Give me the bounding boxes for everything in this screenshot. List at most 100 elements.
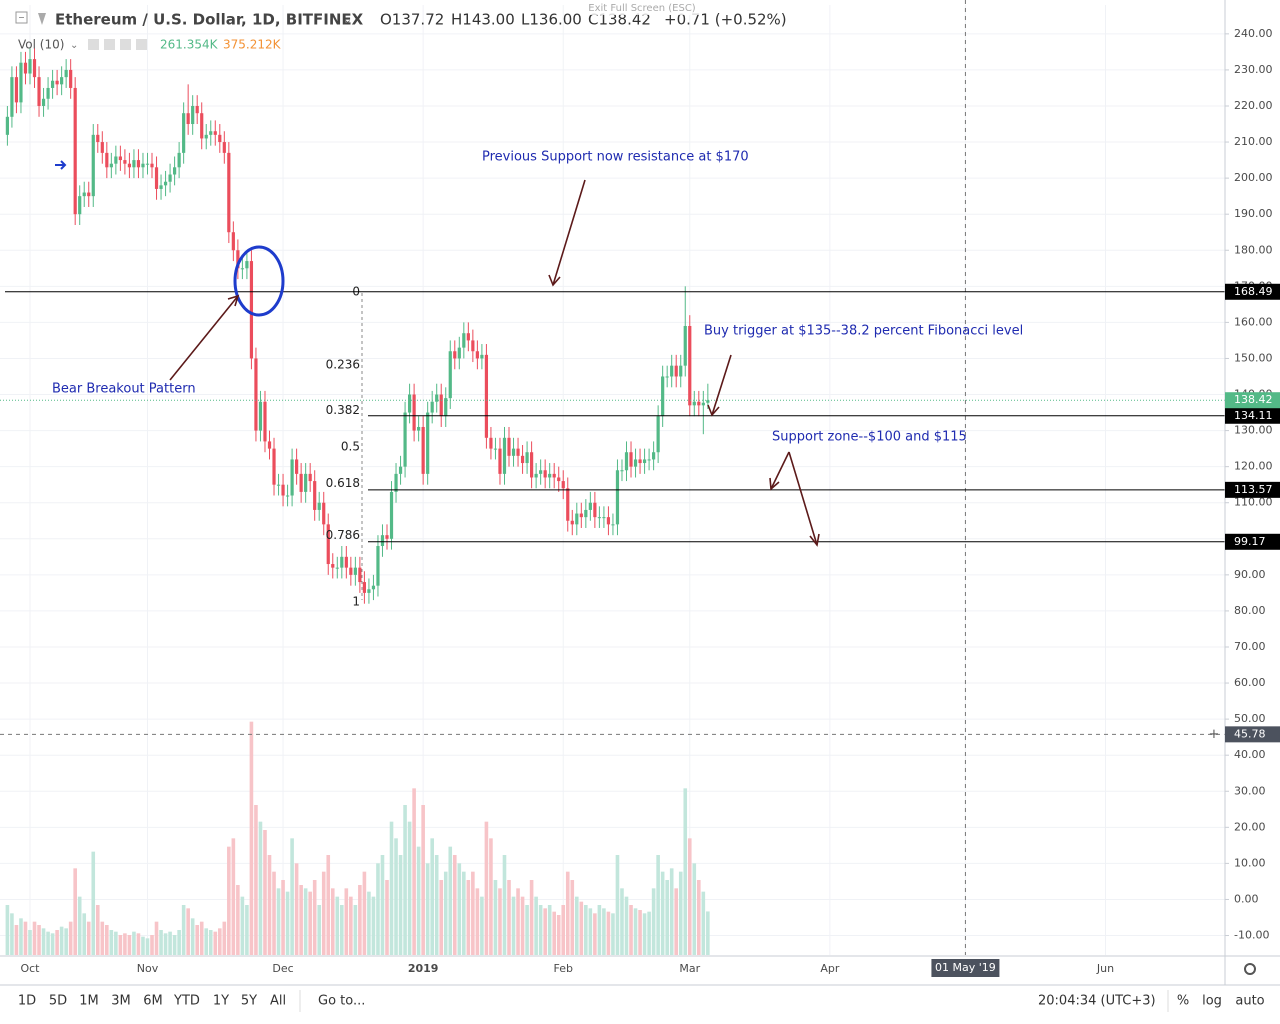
y-tick-label: 210.00 (1234, 135, 1273, 148)
volume-bar (118, 935, 123, 955)
volume-bar (64, 928, 68, 955)
range-button[interactable]: 5Y (241, 994, 257, 1009)
fib-level-label: 0.786 (326, 528, 360, 542)
x-tick-label: Oct (20, 962, 40, 975)
candle-body (367, 589, 371, 593)
volume-bar (620, 888, 624, 955)
range-button[interactable]: 3M (111, 994, 131, 1009)
candle-body (195, 105, 199, 114)
volume-bar (565, 871, 570, 955)
exit-fullscreen-button[interactable] (582, 1, 702, 15)
volume-bar (638, 910, 642, 955)
dropdown-caret[interactable]: ⌄ (343, 13, 352, 26)
annotation: Previous Support now resistance at $170 (482, 150, 749, 165)
candle-body (245, 261, 249, 269)
candle-body (407, 394, 412, 413)
volume-bar (462, 871, 466, 955)
eye-icon[interactable] (88, 39, 99, 50)
symbol-title[interactable]: Ethereum / U.S. Dollar, 1D, BITFINEX (55, 11, 364, 29)
volume-bar (434, 855, 439, 955)
range-button[interactable]: YTD (173, 994, 200, 1009)
collapse-icon[interactable] (15, 11, 28, 24)
candle-body (371, 585, 376, 590)
more-icon[interactable] (120, 39, 131, 50)
x-tick-label: Feb (553, 962, 572, 975)
candle-body (516, 448, 520, 456)
candle-body (353, 567, 357, 575)
candle-body (177, 152, 181, 168)
y-tick-label: 180.00 (1234, 243, 1273, 256)
candle-body (471, 340, 475, 352)
candle-body (276, 484, 281, 486)
volume-bar (674, 888, 679, 955)
range-button[interactable]: 1D (18, 994, 36, 1009)
caret[interactable]: ⌄ (70, 40, 78, 51)
log-toggle[interactable]: log (1202, 994, 1222, 1009)
volume-bar (511, 896, 516, 955)
range-button[interactable]: All (270, 994, 286, 1009)
remove-icon[interactable] (136, 39, 147, 50)
volume-bar (529, 880, 534, 955)
volume-bar (371, 896, 376, 955)
candle-body (37, 77, 41, 106)
candle-body (267, 441, 272, 449)
candle-body (417, 426, 421, 431)
candle-body (358, 567, 362, 583)
y-tick-label: 20.00 (1234, 820, 1266, 833)
volume-bar (312, 880, 317, 955)
volume-bar (602, 908, 606, 955)
volume-bar (376, 863, 380, 955)
settings-gear[interactable] (1244, 963, 1256, 975)
range-button[interactable]: 6M (143, 994, 163, 1009)
settings-icon[interactable] (104, 39, 115, 50)
volume-bar (150, 935, 154, 955)
crosshair-date-label: 01 May '19 (935, 961, 996, 974)
arrow (788, 451, 818, 546)
candle-body (127, 163, 132, 168)
volume-bar (597, 905, 602, 955)
candle-body (453, 351, 457, 359)
range-button[interactable]: 1M (79, 994, 99, 1009)
candle-body (5, 116, 9, 135)
range-button[interactable]: 1Y (213, 994, 229, 1009)
volume-bar (303, 888, 308, 955)
exit-fullscreen-label[interactable]: Exit Full Screen (ESC) (588, 3, 696, 14)
volume-value: 261.354K (160, 38, 219, 52)
goto-button[interactable]: Go to... (318, 994, 365, 1009)
ohlc-high: H143.00 (451, 11, 515, 29)
fib-level-label: 0.236 (326, 357, 360, 371)
volume-bar (651, 888, 656, 955)
auto-toggle[interactable]: auto (1235, 994, 1264, 1009)
candle-body (620, 470, 624, 472)
volume-ma-value: 375.212K (223, 38, 282, 52)
volume-bar (32, 921, 37, 955)
y-tick-label: 240.00 (1234, 27, 1273, 40)
volume-bar (516, 888, 520, 955)
candle-body (10, 77, 14, 117)
candle-body (507, 437, 511, 456)
volume-bar (141, 936, 145, 955)
y-tick-label: 150.00 (1234, 351, 1273, 364)
volume-bar (55, 930, 59, 955)
candle-body (674, 365, 678, 377)
volume-bar (570, 880, 575, 955)
range-button[interactable]: 5D (49, 994, 67, 1009)
volume-bar (46, 931, 50, 955)
add-button[interactable]: + (1209, 727, 1220, 742)
candle-body (299, 473, 303, 492)
fib-level-label: 1 (352, 594, 360, 608)
volume-bar (480, 896, 484, 955)
candle-body (656, 416, 660, 453)
x-tick-label: Jun (1096, 962, 1114, 975)
volume-bar (281, 880, 285, 955)
volume-bar (276, 888, 281, 955)
y-tick-label: 130.00 (1234, 424, 1273, 437)
volume-bar (245, 905, 249, 955)
candle-body (466, 333, 470, 341)
candle-body (566, 488, 570, 521)
percent-toggle[interactable]: % (1177, 994, 1189, 1009)
volume-bar (452, 855, 457, 955)
volume-bar (330, 888, 335, 955)
candle-body (222, 142, 226, 153)
